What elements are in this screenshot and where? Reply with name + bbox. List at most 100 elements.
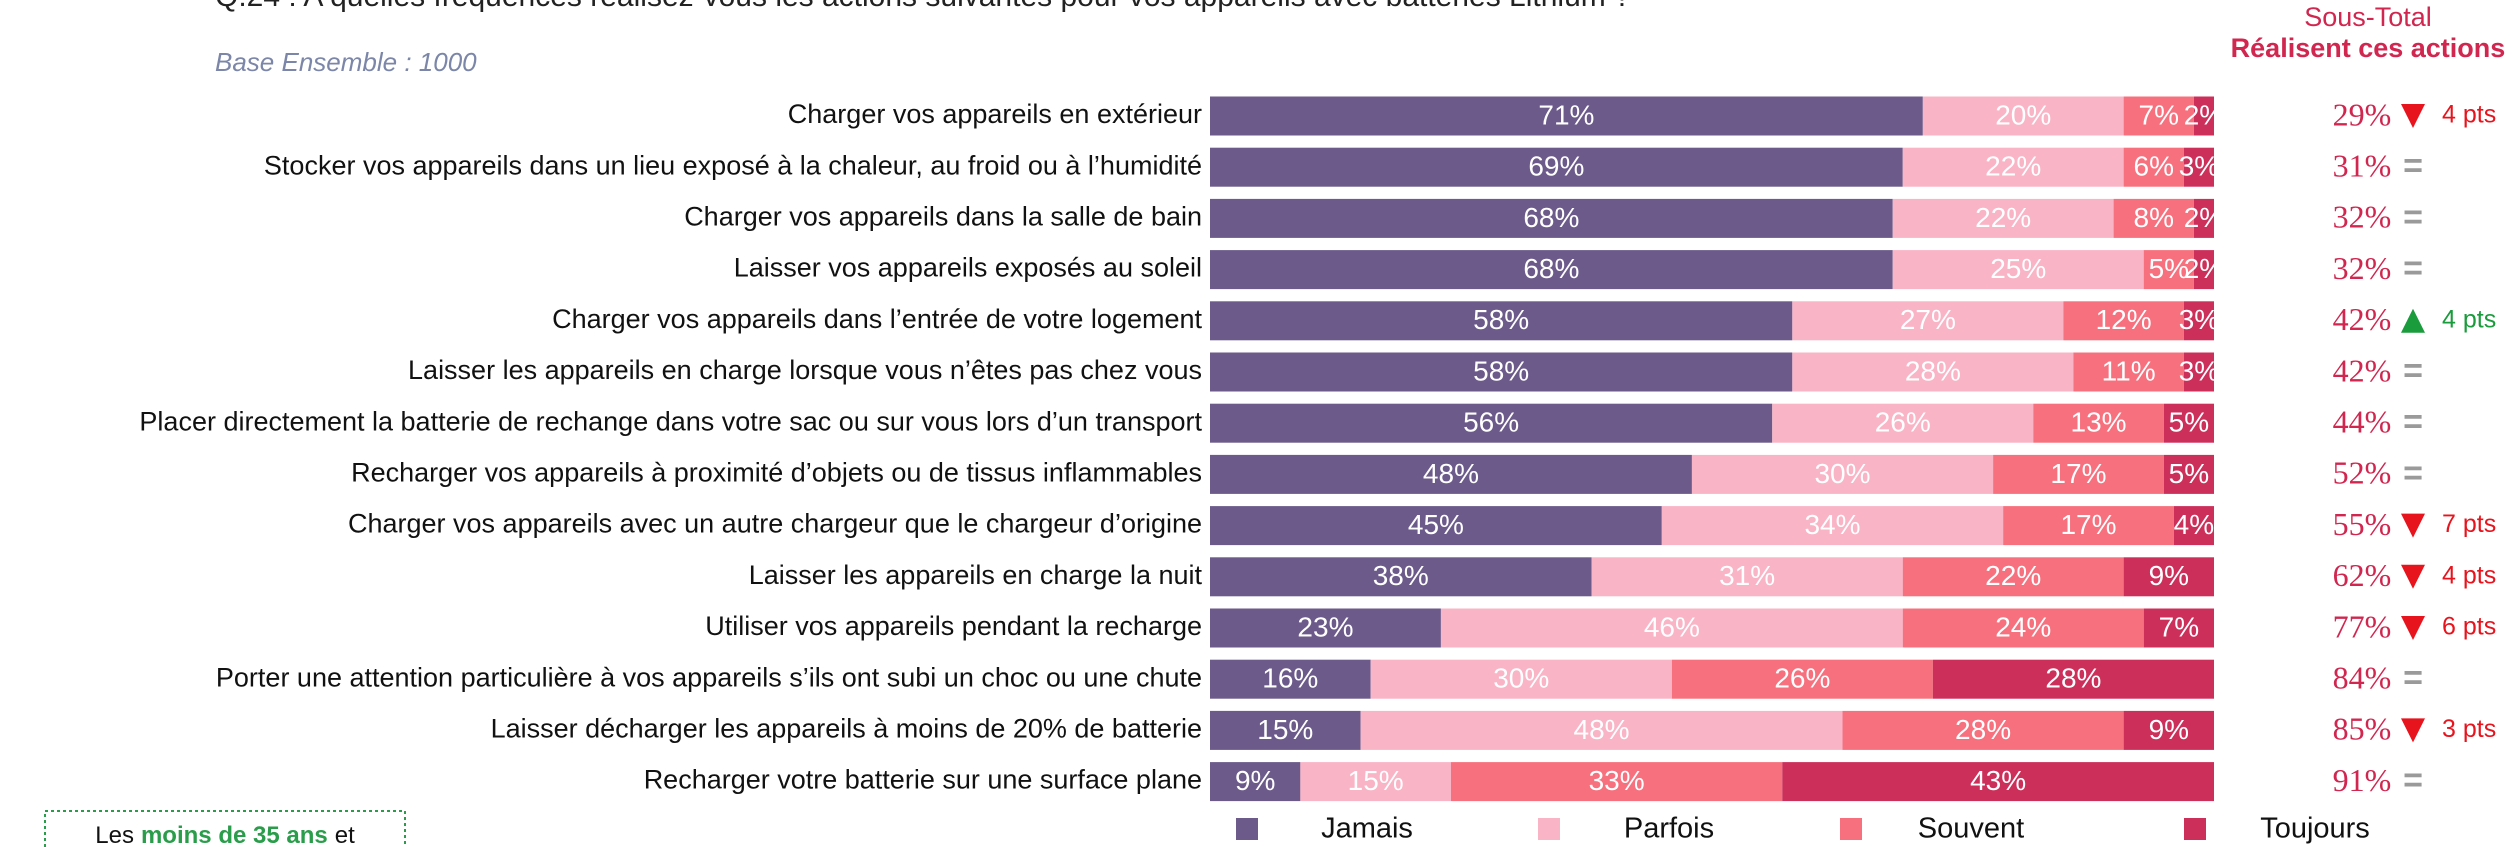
- bar-segment: [1792, 301, 2064, 341]
- bar-segment: [1210, 403, 1773, 443]
- subtotal-value: 55%: [2333, 506, 2392, 542]
- category-label: Recharger votre batterie sur une surface…: [644, 765, 1202, 795]
- note: Les moins de 35 ans et: [95, 822, 355, 847]
- value-label: 3%: [2179, 355, 2219, 386]
- category-label: Laisser décharger les appareils à moins …: [491, 714, 1202, 744]
- bar-segment: [1210, 659, 1371, 699]
- value-label: 7%: [2159, 611, 2199, 642]
- change-label: =: [2403, 762, 2423, 800]
- bar-segment: [1902, 608, 2144, 648]
- value-label: 6%: [2134, 151, 2174, 182]
- bar-segment: [1782, 762, 2214, 802]
- bar-segment: [1892, 198, 2114, 238]
- value-label: 7%: [2139, 99, 2179, 130]
- value-label: 3%: [2179, 304, 2219, 335]
- subtotal-value: 42%: [2333, 301, 2392, 337]
- bar-segment: [1210, 147, 1903, 187]
- bar-segment: [1210, 710, 1361, 750]
- chart-title: Q.24 : A quelles fréquences réalisez-vou…: [215, 0, 1631, 13]
- value-label: 48%: [1423, 458, 1479, 489]
- change-arrow-down: [2401, 104, 2425, 128]
- bar-segment: [2163, 454, 2214, 494]
- bar-segment: [1772, 403, 2034, 443]
- value-label: 43%: [1970, 765, 2026, 796]
- bar-segment: [1210, 250, 1893, 290]
- subtotal-value: 91%: [2333, 762, 2392, 798]
- value-label: 58%: [1473, 355, 1529, 386]
- value-label: 5%: [2169, 458, 2209, 489]
- bar-segment: [2033, 403, 2164, 443]
- value-label: 2%: [2184, 202, 2224, 233]
- value-label: 68%: [1523, 202, 1579, 233]
- bar-segment: [2063, 301, 2184, 341]
- legend-swatch: [1840, 818, 1862, 840]
- change-label: 4 pts: [2442, 101, 2496, 129]
- bar-segment: [1360, 710, 1843, 750]
- subtotal-value: 77%: [2333, 608, 2392, 644]
- change-arrow-down: [2401, 564, 2425, 589]
- note-text: et: [335, 822, 355, 847]
- change-label: 4 pts: [2442, 561, 2496, 589]
- legend-swatch: [2184, 818, 2206, 840]
- value-label: 71%: [1538, 99, 1594, 130]
- legend-label: Toujours: [2260, 813, 2370, 845]
- subtotal-value: 84%: [2333, 660, 2392, 696]
- bar-segment: [1902, 557, 2124, 597]
- value-label: 34%: [1804, 509, 1860, 540]
- bar-segment: [2123, 96, 2194, 136]
- subtotal-value: 52%: [2333, 455, 2392, 491]
- bar-segment: [1691, 454, 1994, 494]
- value-label: 9%: [2149, 560, 2189, 591]
- subtotal-value: 31%: [2333, 148, 2392, 184]
- bar-segment: [1370, 659, 1672, 699]
- bar-segment: [2123, 147, 2184, 187]
- bar-segment: [1922, 96, 2124, 136]
- bar-segment: [2193, 96, 2214, 136]
- value-label: 22%: [1975, 202, 2031, 233]
- value-label: 5%: [2149, 253, 2189, 284]
- legend-label: Jamais: [1321, 813, 1413, 845]
- legend-label: Souvent: [1918, 813, 2024, 845]
- value-label: 5%: [2169, 407, 2209, 438]
- bar-segment: [1661, 506, 2004, 546]
- value-label: 17%: [2050, 458, 2106, 489]
- change-label: =: [2403, 147, 2423, 185]
- bar-segment: [1902, 147, 2124, 187]
- change-label: =: [2403, 454, 2423, 492]
- bar-segment: [1210, 352, 1793, 392]
- category-label: Charger vos appareils en extérieur: [788, 99, 1202, 129]
- bar-segment: [2183, 301, 2214, 341]
- value-label: 26%: [1875, 407, 1931, 438]
- change-arrow-up: [2401, 308, 2425, 333]
- bar-segment: [1842, 710, 2124, 750]
- subtotal-value: 29%: [2333, 96, 2392, 132]
- value-label: 22%: [1985, 560, 2041, 591]
- bar-segment: [2123, 557, 2214, 597]
- value-label: 28%: [2045, 663, 2101, 694]
- change-label: 7 pts: [2442, 510, 2496, 538]
- bar-segment: [1210, 506, 1662, 546]
- value-label: 56%: [1463, 407, 1519, 438]
- change-label: =: [2403, 250, 2423, 288]
- subtotal-value: 44%: [2333, 404, 2392, 440]
- bar-segment: [2193, 198, 2214, 238]
- bar-segment: [2173, 506, 2214, 546]
- change-label: =: [2403, 352, 2423, 390]
- value-label: 8%: [2134, 202, 2174, 233]
- change-label: =: [2403, 659, 2423, 697]
- change-label: 6 pts: [2442, 613, 2496, 641]
- subtotal-value: 62%: [2333, 557, 2392, 593]
- change-label: 4 pts: [2442, 305, 2496, 333]
- bar-segment: [2183, 147, 2214, 187]
- category-label: Utiliser vos appareils pendant la rechar…: [705, 611, 1202, 641]
- bar-segment: [2123, 710, 2214, 750]
- value-label: 25%: [1990, 253, 2046, 284]
- value-label: 30%: [1814, 458, 1870, 489]
- value-label: 9%: [1235, 765, 1275, 796]
- value-label: 23%: [1297, 611, 1353, 642]
- subtotal-title: Réalisent ces actions: [2231, 33, 2506, 63]
- subtotal-value: 32%: [2333, 199, 2392, 235]
- value-label: 4%: [2174, 509, 2214, 540]
- category-label: Laisser les appareils en charge la nuit: [749, 560, 1203, 590]
